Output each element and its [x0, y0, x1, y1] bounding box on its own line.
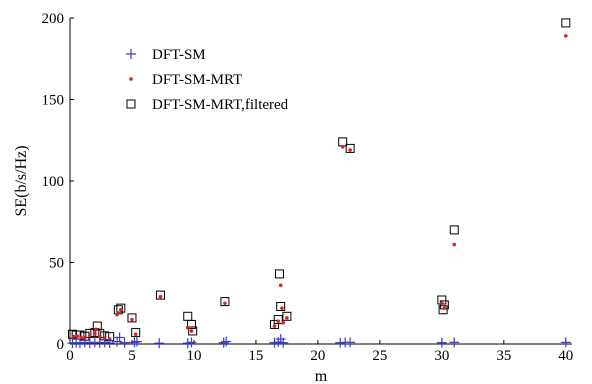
x-tick-label: 30: [434, 348, 449, 364]
x-tick-label: 5: [128, 348, 136, 364]
series-dot: [71, 34, 568, 341]
data-point: [74, 338, 85, 349]
legend-marker: [126, 49, 136, 59]
data-point: [340, 144, 345, 149]
data-point: [560, 337, 571, 348]
data-point: [276, 302, 286, 312]
data-point: [84, 338, 95, 349]
data-point: [282, 311, 292, 321]
x-tick-label: 0: [66, 348, 74, 364]
data-point: [273, 315, 283, 325]
data-point: [223, 301, 227, 306]
data-point: [452, 242, 457, 247]
data-point: [154, 338, 165, 349]
data-point: [131, 328, 141, 338]
data-marks: [67, 18, 571, 349]
data-point: [129, 337, 140, 348]
data-point: [186, 319, 196, 329]
y-tick-label: 50: [49, 256, 64, 272]
data-point: [130, 317, 134, 322]
data-point: [436, 337, 447, 348]
legend-label: DFT-SM-MRT,filtered: [152, 97, 289, 113]
data-point: [155, 290, 165, 300]
data-point: [94, 327, 98, 332]
x-tick-label: 15: [248, 348, 263, 364]
data-point: [564, 34, 568, 38]
data-point: [345, 143, 355, 153]
data-point: [183, 311, 193, 321]
data-point: [561, 18, 571, 28]
legend-label: DFT-SM-MRT: [152, 72, 242, 88]
x-tick-label: 40: [558, 348, 573, 364]
y-axis-label: SE(b/s/Hz): [13, 145, 30, 216]
data-point: [276, 319, 281, 323]
data-point: [221, 336, 232, 347]
data-point: [112, 336, 123, 347]
data-point: [119, 337, 130, 348]
data-point: [88, 333, 92, 337]
data-point: [79, 335, 83, 339]
y-tick-label: 0: [57, 337, 65, 353]
data-point: [131, 336, 142, 347]
data-point: [75, 334, 80, 338]
series-square: [67, 18, 571, 342]
data-point: [280, 306, 284, 310]
data-point: [281, 321, 285, 325]
data-point: [189, 329, 194, 333]
data-point: [114, 332, 125, 343]
data-point: [438, 305, 448, 315]
data-point: [133, 332, 138, 337]
data-point: [278, 337, 289, 348]
x-tick-label: 20: [310, 348, 325, 364]
data-point: [186, 337, 197, 348]
data-point: [79, 337, 90, 348]
data-point: [99, 337, 110, 348]
legend-marker: [129, 77, 133, 81]
data-point: [348, 148, 352, 152]
plot-frame: [69, 18, 572, 345]
data-point: [104, 338, 115, 349]
data-point: [274, 269, 284, 279]
series-plus: [67, 332, 571, 349]
data-point: [218, 337, 229, 348]
data-point: [185, 325, 190, 330]
axis-ticks: 0 5 10 15 20 25 30 35 40 0 50 100 150 200: [42, 11, 574, 364]
data-point: [440, 301, 444, 306]
y-tick-label: 150: [42, 93, 65, 109]
data-point: [92, 331, 97, 336]
data-point: [449, 337, 460, 348]
x-tick-label: 10: [186, 348, 201, 364]
legend: DFT-SM DFT-SM-MRT DFT-SM-MRT,filtered: [126, 47, 289, 113]
legend-marker: [126, 99, 136, 109]
data-point: [188, 326, 198, 336]
data-point: [220, 297, 230, 307]
data-point: [97, 334, 102, 339]
data-point: [285, 316, 289, 320]
x-tick-label: 35: [496, 348, 511, 364]
data-point: [158, 294, 163, 299]
data-point: [278, 283, 283, 288]
data-point: [338, 137, 348, 147]
data-point: [116, 303, 126, 313]
data-point: [115, 312, 119, 317]
data-point: [442, 306, 447, 310]
data-point: [127, 313, 137, 323]
y-tick-label: 100: [42, 174, 65, 190]
y-tick-label: 200: [42, 11, 65, 27]
data-point: [449, 225, 459, 235]
x-tick-label: 25: [372, 348, 387, 364]
legend-label: DFT-SM: [152, 47, 206, 63]
x-axis-label: m: [315, 368, 328, 384]
data-point: [71, 334, 76, 339]
data-point: [345, 337, 356, 348]
data-point: [272, 324, 277, 328]
data-point: [119, 307, 123, 312]
